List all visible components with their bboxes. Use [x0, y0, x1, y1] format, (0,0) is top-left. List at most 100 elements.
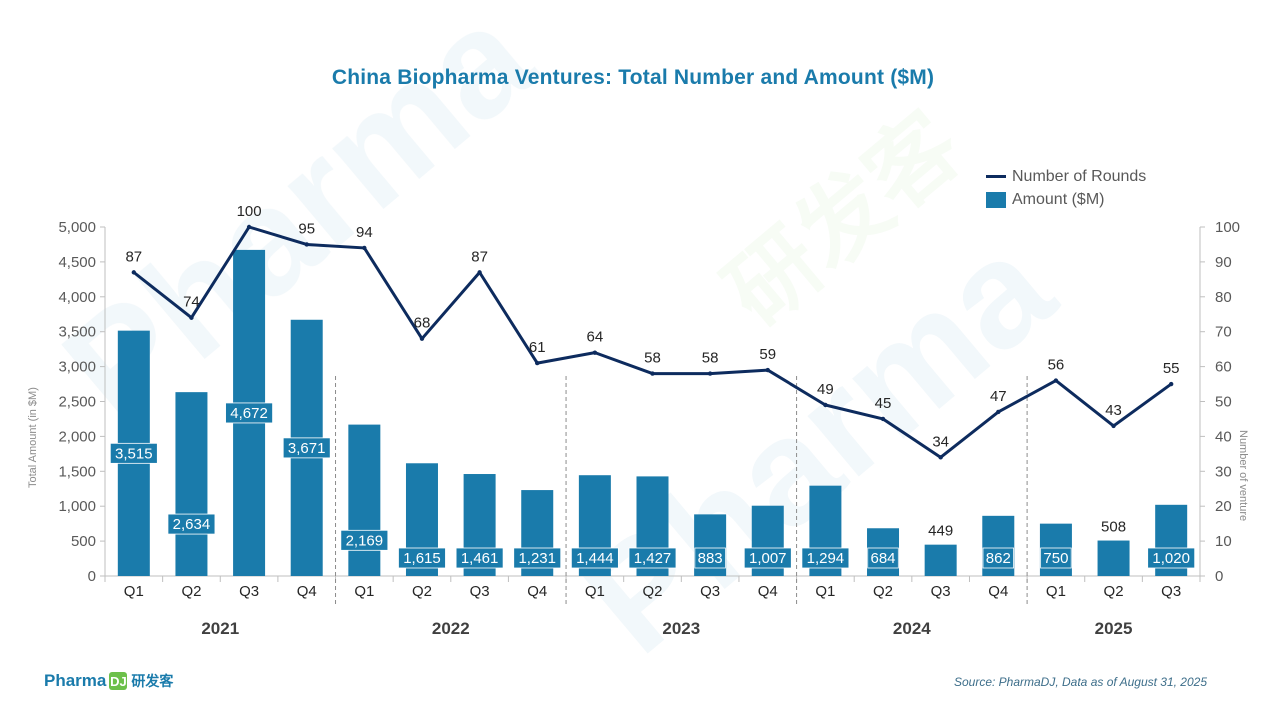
watermark-text-cn: 研发客 — [707, 93, 981, 347]
bar — [924, 544, 957, 576]
line-data-label: 47 — [990, 388, 1007, 405]
y-tick-label-left: 3,500 — [58, 324, 96, 341]
bar-data-label-box — [340, 529, 389, 551]
bar-data-label: 883 — [698, 550, 723, 567]
line-point — [189, 315, 194, 320]
x-tick-label: Q2 — [181, 583, 201, 600]
y-tick-label-right: 80 — [1215, 289, 1232, 306]
bar-data-label: 2,634 — [173, 516, 211, 533]
line-point — [880, 416, 886, 422]
line-point — [304, 242, 309, 247]
line-point — [1111, 423, 1116, 429]
x-tick-label: Q1 — [1046, 583, 1066, 600]
line-point — [131, 270, 137, 275]
x-tick-label: Q3 — [1161, 583, 1181, 600]
line-point — [707, 371, 713, 376]
line-point — [1053, 378, 1059, 383]
bar — [348, 424, 381, 576]
y-tick-label-left: 2,000 — [58, 428, 96, 445]
bar-data-label-box — [982, 547, 1014, 569]
x-tick-label: Q3 — [470, 583, 490, 600]
line-data-label: 87 — [125, 248, 142, 265]
bar-data-label-box — [282, 437, 331, 459]
source-note: Source: PharmaDJ, Data as of August 31, … — [953, 675, 1207, 689]
line-data-label: 55 — [1163, 360, 1180, 377]
bar-data-label: 1,007 — [749, 550, 787, 567]
x-tick-label: Q4 — [758, 583, 778, 600]
x-tick-label: Q4 — [297, 583, 317, 600]
bar-data-label: 1,444 — [576, 550, 614, 567]
line-point — [535, 360, 540, 366]
logo-text-cn: 研发客 — [131, 674, 174, 690]
line-point — [246, 224, 252, 230]
x-tick-label: Q1 — [354, 583, 374, 600]
year-group-label: 2025 — [1095, 619, 1133, 638]
year-group-label: 2022 — [432, 619, 470, 638]
bar-data-label: 3,515 — [115, 445, 153, 462]
y-tick-label-left: 5,000 — [58, 219, 96, 236]
y-tick-label-left: 0 — [88, 568, 96, 585]
y-tick-label-right: 20 — [1215, 498, 1232, 515]
y-axis-title-right: Number of venture — [1237, 430, 1249, 522]
bar-data-label-box — [513, 547, 562, 569]
bar-data-label-box — [455, 547, 504, 569]
y-tick-label-right: 30 — [1215, 463, 1232, 480]
x-tick-label: Q1 — [124, 583, 144, 600]
y-tick-label-right: 70 — [1215, 324, 1232, 341]
bar-data-label: 3,671 — [288, 440, 326, 457]
chart-title: China Biopharma Ventures: Total Number a… — [331, 66, 935, 89]
line-data-label: 100 — [237, 203, 262, 220]
legend-item-rounds: Number of Rounds — [986, 165, 1146, 188]
line-data-label: 94 — [356, 224, 373, 241]
rounds-line — [132, 225, 1173, 459]
bar-data-label-box — [628, 547, 677, 569]
x-tick-label: Q4 — [988, 583, 1008, 600]
line-data-label: 87 — [471, 248, 488, 265]
line-point — [419, 336, 425, 341]
bar-data-label-box — [1147, 547, 1196, 569]
bar-data-label-box — [867, 547, 899, 569]
y-tick-label-left: 4,000 — [58, 289, 96, 306]
x-tick-label: Q3 — [239, 583, 259, 600]
y-axis-title-left: Total Amount (in $M) — [27, 387, 39, 488]
x-tick-label: Q3 — [931, 583, 951, 600]
y-tick-label-left: 4,500 — [58, 254, 96, 271]
x-tick-label: Q2 — [873, 583, 893, 600]
bar-data-label: 684 — [871, 550, 896, 567]
x-tick-label: Q2 — [642, 583, 662, 600]
y-tick-label-left: 1,500 — [58, 463, 96, 480]
line-data-label: 45 — [875, 395, 892, 412]
y-tick-label-right: 40 — [1215, 428, 1232, 445]
y-tick-label-left: 500 — [71, 533, 96, 550]
line-point — [477, 270, 482, 275]
legend: Number of Rounds Amount ($M) — [986, 165, 1146, 211]
line-data-label: 64 — [587, 329, 604, 346]
year-group-label: 2024 — [893, 619, 931, 638]
bar-data-label-box — [694, 547, 726, 569]
bar-data-label: 862 — [986, 550, 1011, 567]
line-data-label: 34 — [932, 433, 949, 450]
bar-data-label-box — [167, 513, 216, 535]
bar-data-label-box — [570, 547, 619, 569]
line-point — [650, 371, 655, 376]
y-tick-label-left: 2,500 — [58, 394, 96, 411]
y-tick-label-right: 100 — [1215, 219, 1240, 236]
line-data-label: 61 — [529, 339, 546, 356]
x-tick-label: Q1 — [585, 583, 605, 600]
line-data-label: 49 — [817, 381, 834, 398]
bar-data-label: 449 — [928, 523, 953, 540]
bar-data-label: 1,020 — [1152, 550, 1190, 567]
bar-data-label: 1,231 — [518, 550, 556, 567]
line-point — [362, 245, 367, 251]
line-point — [592, 350, 598, 355]
line-data-label: 43 — [1105, 402, 1122, 419]
line-point — [1168, 381, 1174, 387]
legend-label-amount: Amount ($M) — [1012, 190, 1105, 208]
bar-data-label-box — [109, 442, 158, 464]
y-tick-label-right: 0 — [1215, 568, 1223, 585]
y-tick-label-right: 50 — [1215, 394, 1232, 411]
x-tick-label: Q2 — [412, 583, 432, 600]
bar-data-label: 4,672 — [230, 405, 268, 422]
y-tick-label-left: 1,000 — [58, 498, 96, 515]
logo-mark: DJ — [109, 672, 128, 690]
